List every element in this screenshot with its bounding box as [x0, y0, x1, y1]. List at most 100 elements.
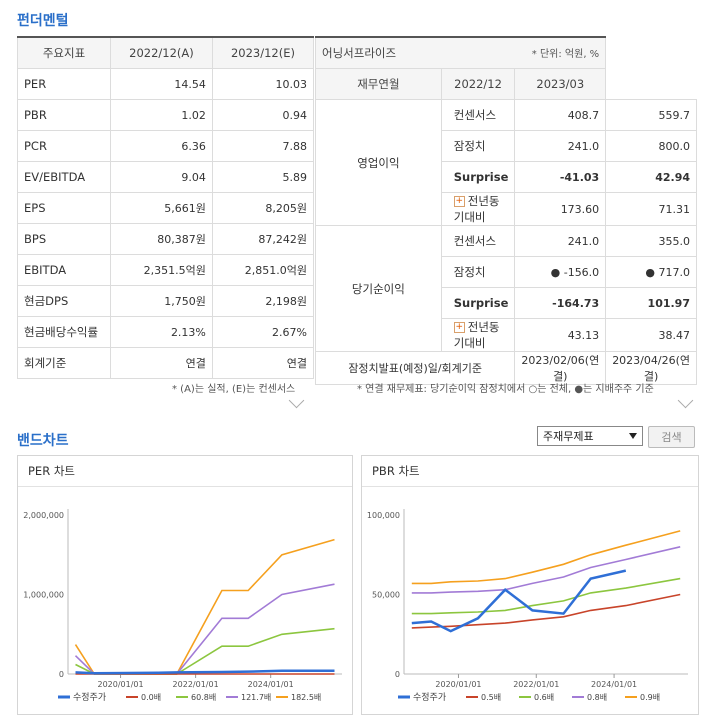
- legend-label: 수정주가: [73, 692, 106, 703]
- fundamental-expand-icon[interactable]: [288, 392, 305, 409]
- earn-row-label-text: 전년동기대비: [453, 194, 500, 224]
- legend-label: 0.6배: [534, 693, 554, 702]
- per-chart-title: PER 차트: [18, 456, 352, 487]
- fund-row-estimate: 8,205원: [211, 192, 315, 224]
- earn-row-value-1: -164.73: [514, 287, 607, 319]
- y-tick-label: 50,000: [372, 591, 400, 600]
- fund-row-estimate: 5.89: [211, 161, 315, 193]
- y-tick-label: 1,000,000: [23, 591, 64, 600]
- fund-row-actual: 14.54: [110, 68, 213, 100]
- fund-row-actual: 1.02: [110, 99, 213, 131]
- plus-icon[interactable]: +: [453, 322, 465, 333]
- earn-row: 영업이익 컨센서스 408.7 559.7: [315, 99, 697, 226]
- fund-row-estimate: 2.67%: [211, 316, 315, 348]
- fund-row: 현금DPS 1,750원 2,198원: [17, 285, 315, 317]
- earn-row-value-1: 173.60: [514, 192, 607, 226]
- fund-row-label: BPS: [17, 223, 111, 255]
- legend-label: 182.5배: [291, 693, 321, 702]
- earn-row-value-1: -41.03: [514, 161, 607, 193]
- fund-row-actual: 80,387원: [110, 223, 213, 255]
- x-tick-label: 2024/01/01: [248, 680, 294, 689]
- fund-header-actual: 2022/12(A): [110, 36, 213, 69]
- earn-row-label: 컨센서스: [440, 225, 516, 257]
- earn-row-value-2: 38.47: [605, 318, 697, 352]
- fund-row-label: 현금배당수익률: [17, 316, 111, 348]
- earn-row-label-text: 전년동기대비: [453, 320, 500, 350]
- earn-header-period: 재무연월: [315, 68, 442, 100]
- earn-row-label: 컨센서스: [440, 99, 516, 131]
- fundamental-note: * (A)는 실적, (E)는 컨센서스: [172, 384, 296, 395]
- fund-row: PCR 6.36 7.88: [17, 130, 315, 162]
- fund-row-estimate: 2,198원: [211, 285, 315, 317]
- earn-row-value-1: 241.0: [514, 130, 607, 162]
- fund-row-label: EPS: [17, 192, 111, 224]
- earn-row-value-1: 43.13: [514, 318, 607, 352]
- earn-footer-row: 잠정치발표(예정)일/회계기준 2023/02/06(연결) 2023/04/26(…: [314, 351, 697, 385]
- earn-row-value-2: 355.0: [605, 225, 697, 257]
- earn-footer-value-1: 2023/02/06(연결): [514, 351, 607, 385]
- y-tick-label: 100,000: [367, 511, 400, 520]
- earn-row-label: 잠정치: [440, 130, 516, 162]
- earn-row-value-1: 408.7: [514, 99, 607, 131]
- fund-row-label: 회계기준: [17, 347, 111, 379]
- fund-row-estimate: 87,242원: [211, 223, 315, 255]
- band-chart-title: 밴드차트: [17, 433, 69, 449]
- legend-label: 0.0배: [141, 693, 161, 702]
- fund-row-label: EV/EBITDA: [17, 161, 111, 193]
- earnings-note: * 연결 재무제표: 당기순이익 잠정치에서 ○는 전체, ●는 지배주주 기준: [357, 384, 654, 395]
- fund-row: EV/EBITDA 9.04 5.89: [17, 161, 315, 193]
- per-chart: 2,000,000 1,000,000 0 2020/01/01 2022/01/01 2…: [23, 509, 342, 703]
- earn-row-label: Surprise: [440, 161, 516, 193]
- earn-group-label: 당기순이익: [315, 225, 442, 352]
- legend-label: 0.5배: [481, 693, 501, 702]
- earn-row-value-2: 101.97: [605, 287, 697, 319]
- y-tick-label: 2,000,000: [23, 511, 64, 520]
- fund-header-indicator: 주요지표: [17, 36, 111, 69]
- earn-row-value-2: ● 717.0: [605, 256, 697, 288]
- fund-row: EBITDA 2,351.5억원 2,851.0억원: [17, 254, 315, 286]
- fund-row-label: 현금DPS: [17, 285, 111, 317]
- fund-row: PER 14.54 10.03: [17, 68, 315, 100]
- earn-row-label: 잠정치: [440, 256, 516, 288]
- earn-header-col2: 2023/03: [514, 68, 607, 100]
- fund-row-actual: 2.13%: [110, 316, 213, 348]
- statement-select-value: 주재무제표: [543, 430, 594, 443]
- pbr-chart-title: PBR 차트: [362, 456, 698, 487]
- earn-row: + 전년동기대비 173.60 71.31: [316, 192, 697, 226]
- fund-row-label: PER: [17, 68, 111, 100]
- plus-icon[interactable]: +: [453, 196, 465, 207]
- pbr-chart: 100,000 50,000 0 2020/01/01 2022/01/01 2024/0…: [367, 509, 688, 703]
- search-button[interactable]: 검색: [648, 426, 695, 448]
- fund-row-actual: 9.04: [110, 161, 213, 193]
- fund-row-estimate: 0.94: [211, 99, 315, 131]
- fund-row-estimate: 10.03: [211, 68, 315, 100]
- fund-row-actual: 1,750원: [110, 285, 213, 317]
- earn-row: + 전년동기대비 43.13 38.47: [316, 318, 697, 352]
- fund-header-estimate: 2023/12(E): [211, 36, 315, 69]
- pbr-chart-panel: PBR 차트 100,000 50,000 0 2020/01/01 2022/01/0…: [361, 455, 699, 715]
- fundamental-table: 주요지표 2022/12(A) 2023/12(E) PER 14.54 10.03…: [17, 36, 315, 379]
- earnings-expand-icon[interactable]: [677, 392, 694, 409]
- earn-row-value-2: 71.31: [605, 192, 697, 226]
- earn-row: Surprise -164.73 101.97: [316, 287, 697, 319]
- fund-row-estimate: 2,851.0억원: [211, 254, 315, 286]
- statement-select[interactable]: 주재무제표: [537, 426, 643, 446]
- fund-row: PBR 1.02 0.94: [17, 99, 315, 131]
- earn-row-label: + 전년동기대비: [440, 192, 516, 226]
- per-chart-panel: PER 차트 2,000,000 1,000,000 0 2020/01/01 2022…: [17, 455, 353, 715]
- chevron-down-icon: [629, 433, 637, 439]
- earn-row-label: Surprise: [440, 287, 516, 319]
- series-line: [411, 577, 681, 615]
- x-tick-label: 2022/01/01: [173, 680, 219, 689]
- fund-row: 회계기준 연결 연결: [17, 347, 315, 379]
- earn-row-value-1: ● -156.0: [514, 256, 607, 288]
- legend-label: 0.9배: [640, 693, 660, 702]
- earn-row-value-1: 241.0: [514, 225, 607, 257]
- fund-row-estimate: 연결: [211, 347, 315, 379]
- legend-label: 수정주가: [413, 692, 446, 703]
- series-line: [411, 569, 627, 633]
- fund-row-label: PBR: [17, 99, 111, 131]
- x-tick-label: 2024/01/01: [591, 680, 637, 689]
- series-line: [411, 546, 681, 594]
- earn-header-col1: 2022/12: [440, 68, 516, 100]
